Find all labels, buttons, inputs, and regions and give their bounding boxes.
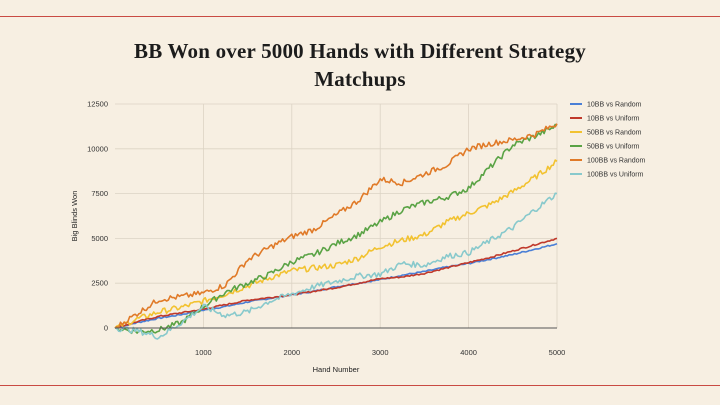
y-tick-label: 7500 bbox=[91, 189, 108, 198]
y-axis-label: Big Blinds Won bbox=[70, 191, 79, 242]
legend: 10BB vs Random 10BB vs Uniform 50BB vs Ran… bbox=[570, 102, 646, 179]
legend-label: 10BB vs Random bbox=[587, 102, 642, 109]
y-tick-label: 10000 bbox=[87, 144, 108, 153]
legend-label: 50BB vs Uniform bbox=[587, 144, 640, 151]
y-tick-label: 2500 bbox=[91, 279, 108, 288]
x-tick-label: 3000 bbox=[372, 348, 389, 357]
x-tick-label: 5000 bbox=[549, 348, 566, 357]
x-tick-label: 1000 bbox=[195, 348, 212, 357]
series-line-10bb-vs-random bbox=[114, 243, 558, 329]
series-line-50bb-vs-uniform bbox=[114, 123, 558, 335]
legend-label: 100BB vs Uniform bbox=[587, 172, 644, 179]
y-tick-label: 5000 bbox=[91, 234, 108, 243]
y-tick-label: 0 bbox=[104, 324, 108, 333]
slide-title-line-1: BB Won over 5000 Hands with Different St… bbox=[134, 39, 586, 63]
slide-title: BB Won over 5000 Hands with Different St… bbox=[60, 37, 660, 93]
series-line-10bb-vs-uniform bbox=[114, 237, 558, 329]
x-tick-label: 4000 bbox=[460, 348, 477, 357]
series-line-50bb-vs-random bbox=[114, 159, 558, 329]
grid-layer bbox=[115, 103, 558, 328]
top-rule bbox=[0, 16, 720, 17]
slide-title-line-2: Matchups bbox=[314, 67, 406, 91]
y-tick-label: 12500 bbox=[87, 100, 108, 109]
legend-label: 10BB vs Uniform bbox=[587, 116, 640, 123]
x-axis-label: Hand Number bbox=[313, 365, 360, 374]
x-tick-label: 2000 bbox=[283, 348, 300, 357]
axis-layer: 0 2500 5000 7500 10000 12500 1000 2000 3000 4000 5… bbox=[87, 100, 565, 358]
legend-label: 100BB vs Random bbox=[587, 158, 646, 165]
series-line-100bb-vs-uniform bbox=[114, 192, 558, 340]
legend-label: 50BB vs Random bbox=[587, 130, 642, 137]
series-layer bbox=[114, 123, 558, 340]
bottom-rule bbox=[0, 385, 720, 386]
series-line-100bb-vs-random bbox=[114, 123, 558, 329]
